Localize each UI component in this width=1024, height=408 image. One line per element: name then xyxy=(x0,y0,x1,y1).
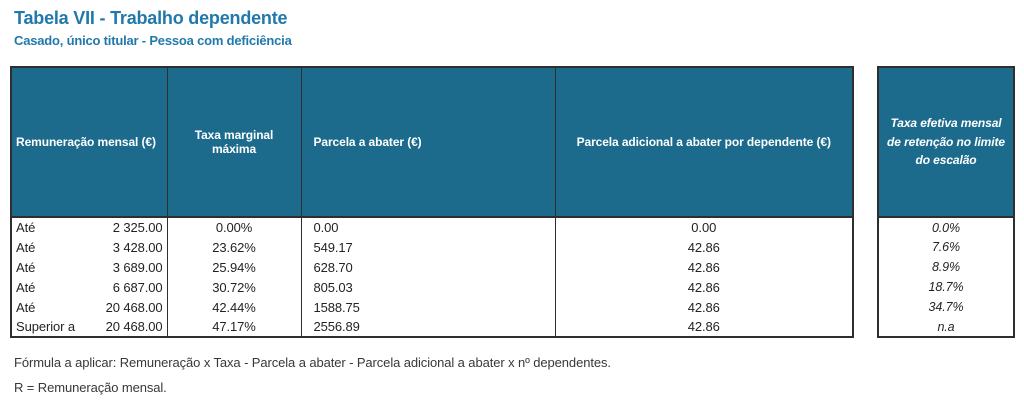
cell-limit: Até 3 689.00 xyxy=(10,257,168,277)
cell-effective-rate: n.a xyxy=(877,317,1015,337)
cell-marginal-rate: 25.94% xyxy=(166,257,302,277)
cell-limit: Superior a 20 468.00 xyxy=(10,317,168,337)
table-row: Até 20 468.00 42.44% 1588.75 42.86 xyxy=(10,297,854,317)
cell-limit: Até 20 468.00 xyxy=(10,297,168,317)
formula-note: Fórmula a aplicar: Remuneração x Taxa - … xyxy=(14,355,611,370)
cell-limit: Até 3 428.00 xyxy=(10,237,168,257)
limit-value: 6 687.00 xyxy=(112,279,163,295)
cell-per-dependent: 42.86 xyxy=(554,237,854,257)
column-header-taxa-marginal: Taxa marginal máxima xyxy=(166,66,302,218)
cell-per-dependent: 42.86 xyxy=(554,297,854,317)
cell-per-dependent: 42.86 xyxy=(554,317,854,337)
cell-per-dependent: 42.86 xyxy=(554,277,854,297)
cell-deduction: 0.00 xyxy=(300,217,556,237)
limit-prefix: Até xyxy=(16,279,36,295)
cell-effective-rate: 34.7% xyxy=(877,297,1015,317)
limit-prefix: Até xyxy=(16,220,36,235)
page-subtitle: Casado, único titular - Pessoa com defic… xyxy=(14,33,292,48)
cell-deduction: 805.03 xyxy=(300,277,556,297)
table-row: 18.7% xyxy=(877,277,1015,297)
main-table: Remuneração mensal (€) Taxa marginal máx… xyxy=(10,66,854,338)
table-row: Até 2 325.00 0.00% 0.00 0.00 xyxy=(10,217,854,237)
limit-value: 3 689.00 xyxy=(112,259,163,275)
cell-marginal-rate: 0.00% xyxy=(166,217,302,237)
effective-rate-table: Taxa efetiva mensal de retenção no limit… xyxy=(877,66,1015,338)
cell-marginal-rate: 47.17% xyxy=(166,317,302,337)
cell-deduction: 2556.89 xyxy=(300,317,556,337)
cell-deduction: 628.70 xyxy=(300,257,556,277)
limit-value: 20 468.00 xyxy=(105,319,163,334)
limit-value: 20 468.00 xyxy=(105,299,163,315)
limit-prefix: Até xyxy=(16,299,36,315)
limit-prefix: Até xyxy=(16,259,36,275)
cell-deduction: 1588.75 xyxy=(300,297,556,317)
table-row: 7.6% xyxy=(877,237,1015,257)
limit-prefix: Superior a xyxy=(16,319,75,334)
cell-limit: Até 2 325.00 xyxy=(10,217,168,237)
remuneration-note: R = Remuneração mensal. xyxy=(14,380,167,395)
cell-marginal-rate: 30.72% xyxy=(166,277,302,297)
column-header-taxa-efetiva: Taxa efetiva mensal de retenção no limit… xyxy=(877,66,1015,218)
cell-effective-rate: 18.7% xyxy=(877,277,1015,297)
table-row: 0.0% xyxy=(877,217,1015,237)
limit-value: 3 428.00 xyxy=(112,239,163,255)
limit-prefix: Até xyxy=(16,239,36,255)
cell-per-dependent: 0.00 xyxy=(554,217,854,237)
cell-deduction: 549.17 xyxy=(300,237,556,257)
column-header-remuneracao-mensal: Remuneração mensal (€) xyxy=(10,66,168,218)
table-row: Superior a 20 468.00 47.17% 2556.89 42.86 xyxy=(10,317,854,337)
cell-marginal-rate: 23.62% xyxy=(166,237,302,257)
table-row: Até 3 689.00 25.94% 628.70 42.86 xyxy=(10,257,854,277)
table-row: 34.7% xyxy=(877,297,1015,317)
column-header-parcela-abater: Parcela a abater (€) xyxy=(300,66,556,218)
table-row: n.a xyxy=(877,317,1015,337)
header-row: Remuneração mensal (€) Taxa marginal máx… xyxy=(10,66,854,218)
table-row: Até 3 428.00 23.62% 549.17 42.86 xyxy=(10,237,854,257)
table-row: 8.9% xyxy=(877,257,1015,277)
cell-marginal-rate: 42.44% xyxy=(166,297,302,317)
cell-per-dependent: 42.86 xyxy=(554,257,854,277)
column-header-parcela-adicional: Parcela adicional a abater por dependent… xyxy=(554,66,854,218)
cell-limit: Até 6 687.00 xyxy=(10,277,168,297)
limit-value: 2 325.00 xyxy=(112,220,163,235)
cell-effective-rate: 0.0% xyxy=(877,217,1015,237)
cell-effective-rate: 8.9% xyxy=(877,257,1015,277)
page-title: Tabela VII - Trabalho dependente xyxy=(14,8,288,28)
cell-effective-rate: 7.6% xyxy=(877,237,1015,257)
header-row: Taxa efetiva mensal de retenção no limit… xyxy=(877,66,1015,218)
table-row: Até 6 687.00 30.72% 805.03 42.86 xyxy=(10,277,854,297)
